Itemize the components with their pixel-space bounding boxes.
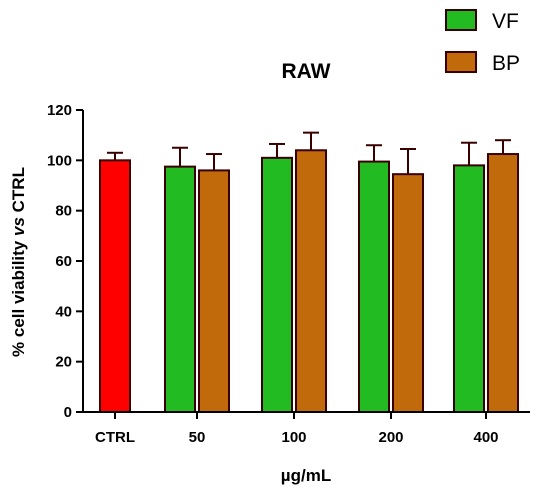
y-tick-label: 0 <box>64 404 72 421</box>
bar-bp-100 <box>295 149 327 413</box>
y-axis: 0 20 40 60 80 100 120 <box>47 102 84 421</box>
bar-ctrl-ctrl <box>99 159 131 413</box>
plot-area <box>99 131 519 414</box>
x-axis-label: µg/mL <box>281 466 331 485</box>
bar-bp-400 <box>487 153 519 414</box>
y-axis-label-part-1: % cell viability <box>9 236 28 357</box>
x-axis: CTRL 50 100 200 400 <box>82 411 530 446</box>
x-tick-label: 100 <box>281 429 306 446</box>
bar-vf-400 <box>453 164 485 413</box>
legend: VF BP <box>445 9 520 75</box>
y-axis-label-part-3: CTRL <box>9 167 28 217</box>
y-tick-label: 100 <box>47 152 72 169</box>
bar-vf-50 <box>164 165 196 413</box>
y-tick-label: 80 <box>55 203 72 220</box>
y-tick-label: 20 <box>55 354 72 371</box>
bar-vf-200 <box>358 160 390 413</box>
legend-swatch-vf <box>445 9 477 31</box>
y-tick-label: 120 <box>47 102 72 119</box>
x-tick-label: CTRL <box>95 429 135 446</box>
x-tick-label: 50 <box>189 429 206 446</box>
legend-label-vf: VF <box>492 10 519 33</box>
x-tick-label: 400 <box>473 429 498 446</box>
legend-swatch-bp <box>445 51 477 73</box>
y-axis-label: % cell viability vs CTRL <box>9 167 28 357</box>
y-tick-label: 60 <box>55 253 72 270</box>
chart-title: RAW <box>282 60 331 83</box>
legend-label-bp: BP <box>492 52 520 75</box>
y-axis-label-part-2: vs <box>9 217 28 236</box>
y-tick-label: 40 <box>55 303 72 320</box>
bar-vf-100 <box>261 156 293 413</box>
x-tick-label: 200 <box>378 429 403 446</box>
bar-bp-200 <box>392 173 424 413</box>
bar-bp-50 <box>198 169 230 413</box>
